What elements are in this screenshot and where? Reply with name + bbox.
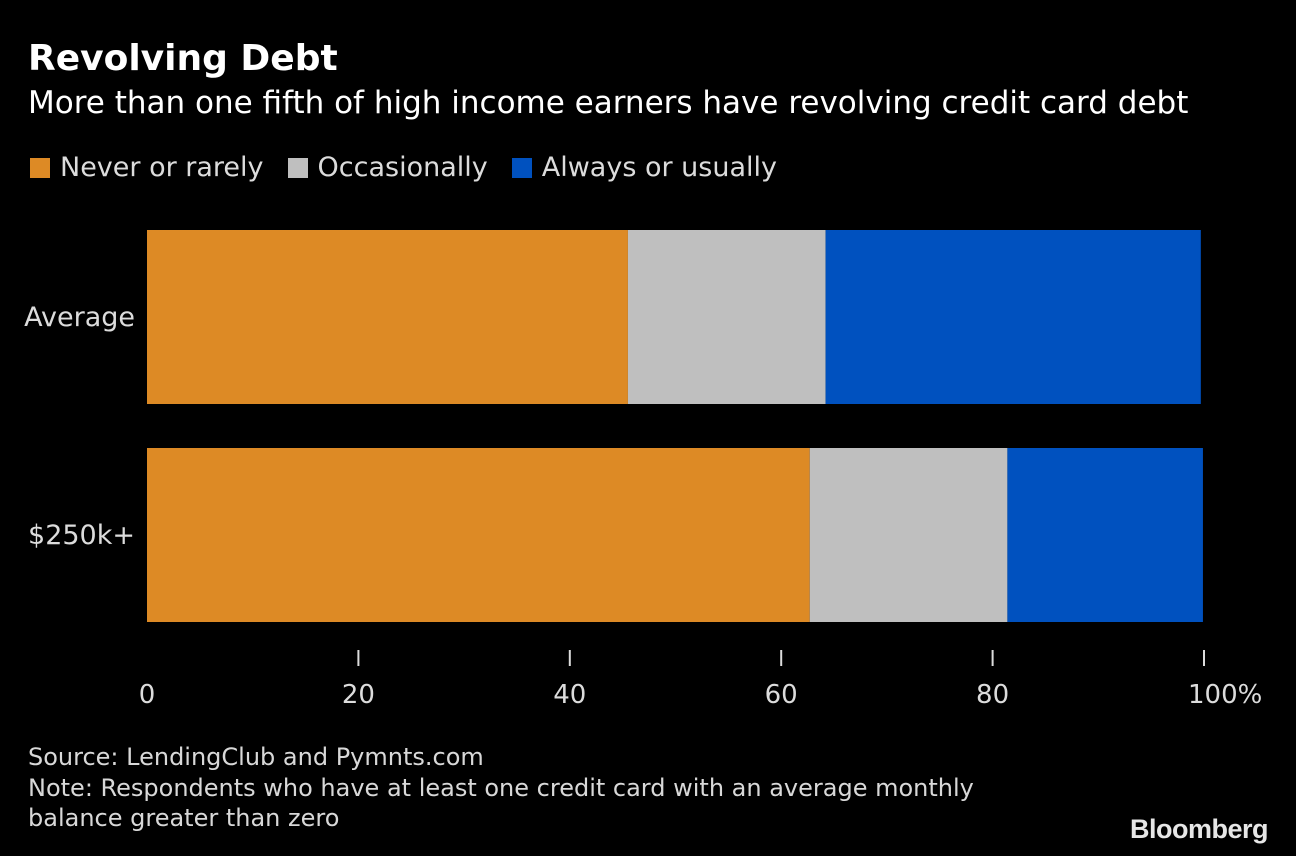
legend-swatch-never-or-rarely [30,157,50,178]
category-label-average: Average [24,302,135,333]
x-tick-label-60: 60 [765,680,798,710]
source-text: Source: LendingClub and Pymnts.com [28,743,484,771]
chart-subtitle: More than one fifth of high income earne… [28,85,1189,121]
stacked-bar-chart: Average $250k+ 0 20 40 60 80 100% [24,230,1262,710]
legend-item-occasionally: Occasionally [287,152,488,183]
bloomberg-logo: Bloomberg [1129,814,1269,844]
bar-group [147,230,1203,622]
x-tick-label-0: 0 [139,680,156,710]
bar-average-occasionally [627,230,826,404]
note-line-1: Note: Respondents who have at least one … [28,774,974,802]
legend-item-never-or-rarely: Never or rarely [30,152,264,183]
bar-average-never-or-rarely [147,230,628,404]
bar-250k-always-or-usually [1007,448,1203,622]
legend-item-always-or-usually: Always or usually [511,152,777,183]
chart-legend: Never or rarely Occasionally Always or u… [30,152,801,183]
x-tick-label-20: 20 [342,680,375,710]
note-line-2: balance greater than zero [28,804,340,832]
legend-swatch-always-or-usually [511,157,532,178]
bar-250k-never-or-rarely [147,448,810,622]
legend-label-never-or-rarely: Never or rarely [60,152,264,183]
x-tick-label-40: 40 [553,680,586,710]
x-axis: 0 20 40 60 80 100% [139,650,1262,710]
category-label-group: Average $250k+ [24,302,135,551]
x-tick-label-100: 100% [1188,680,1262,710]
legend-label-always-or-usually: Always or usually [541,152,777,183]
chart-title: Revolving Debt [28,38,338,79]
bar-250k-occasionally [809,448,1008,622]
legend-swatch-occasionally [287,157,308,178]
category-label-250k: $250k+ [28,520,135,551]
x-tick-label-80: 80 [976,680,1009,710]
bar-average-always-or-usually [825,230,1201,404]
legend-label-occasionally: Occasionally [317,152,488,183]
